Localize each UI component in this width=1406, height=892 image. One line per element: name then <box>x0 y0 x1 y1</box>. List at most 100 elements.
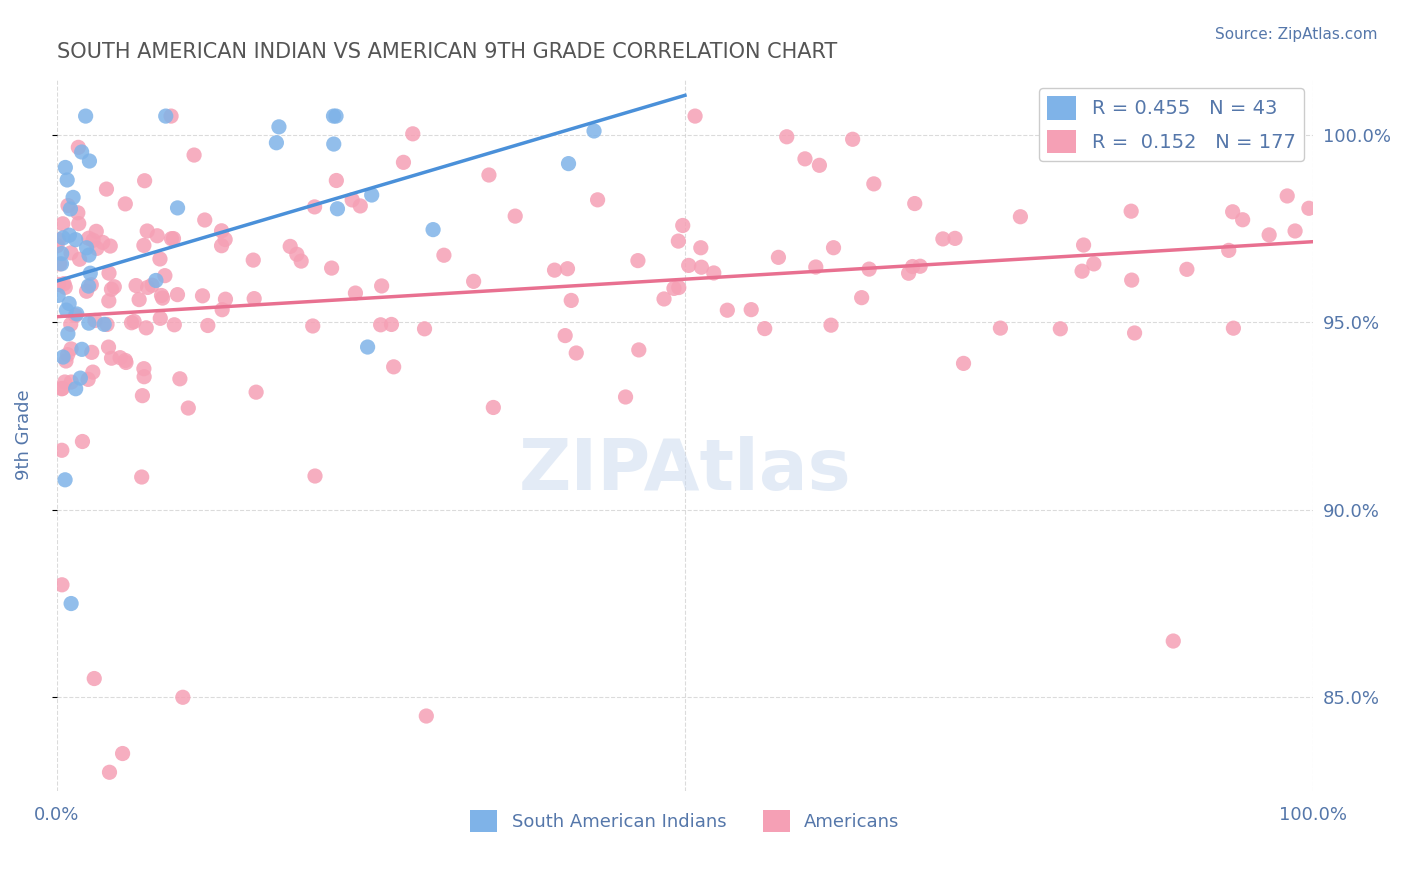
Americans <box>627 343 650 357</box>
Americans <box>1083 257 1105 271</box>
Americans <box>841 132 863 146</box>
South American Indians <box>145 273 167 287</box>
Americans <box>1071 264 1094 278</box>
Americans <box>163 318 186 332</box>
South American Indians <box>79 266 101 280</box>
Americans <box>304 200 326 214</box>
Americans <box>1049 322 1071 336</box>
Americans <box>740 302 762 317</box>
Americans <box>72 434 94 449</box>
South American Indians <box>77 316 100 330</box>
Americans <box>48 233 70 247</box>
Americans <box>908 259 931 273</box>
Americans <box>82 233 104 247</box>
Americans <box>932 232 955 246</box>
South American Indians <box>79 154 101 169</box>
Americans <box>703 266 725 280</box>
South American Indians <box>53 161 76 175</box>
Americans <box>98 765 121 780</box>
South American Indians <box>583 124 606 138</box>
Americans <box>160 232 183 246</box>
Americans <box>121 316 143 330</box>
Americans <box>503 209 526 223</box>
Americans <box>652 292 675 306</box>
Americans <box>990 321 1012 335</box>
Americans <box>683 109 706 123</box>
Americans <box>245 385 267 400</box>
Americans <box>51 381 73 395</box>
Americans <box>768 250 790 264</box>
Americans <box>53 277 76 291</box>
Americans <box>851 291 873 305</box>
Americans <box>689 241 711 255</box>
Americans <box>60 375 83 389</box>
Americans <box>76 284 98 298</box>
Americans <box>1010 210 1032 224</box>
Americans <box>560 293 582 308</box>
Americans <box>134 369 156 384</box>
Americans <box>211 302 233 317</box>
South American Indians <box>56 326 79 341</box>
Americans <box>134 174 156 188</box>
South American Indians <box>422 222 444 236</box>
South American Indians <box>166 201 188 215</box>
Americans <box>433 248 456 262</box>
Americans <box>565 346 588 360</box>
Americans <box>128 293 150 307</box>
South American Indians <box>75 109 97 123</box>
South American Indians <box>53 473 76 487</box>
Americans <box>97 293 120 308</box>
South American Indians <box>325 109 347 123</box>
Americans <box>1218 244 1240 258</box>
Americans <box>904 196 927 211</box>
South American Indians <box>70 343 93 357</box>
Americans <box>111 747 134 761</box>
South American Indians <box>322 109 344 123</box>
Americans <box>162 231 184 245</box>
South American Indians <box>59 202 82 216</box>
Americans <box>152 291 174 305</box>
Americans <box>1282 109 1305 123</box>
South American Indians <box>322 136 344 151</box>
Americans <box>51 578 73 592</box>
South American Indians <box>51 257 73 271</box>
Americans <box>1222 204 1244 219</box>
Americans <box>56 198 79 212</box>
South American Indians <box>360 188 382 202</box>
Americans <box>614 390 637 404</box>
Americans <box>84 313 107 327</box>
Americans <box>77 372 100 386</box>
Americans <box>48 257 70 271</box>
Americans <box>84 224 107 238</box>
Americans <box>754 321 776 335</box>
Americans <box>897 266 920 280</box>
Americans <box>66 206 89 220</box>
Americans <box>191 289 214 303</box>
South American Indians <box>76 241 98 255</box>
Americans <box>690 260 713 275</box>
Americans <box>100 282 122 296</box>
Americans <box>80 345 103 359</box>
Americans <box>662 281 685 295</box>
Americans <box>166 287 188 301</box>
Americans <box>211 238 233 252</box>
Americans <box>48 277 70 292</box>
Americans <box>1123 326 1146 340</box>
Americans <box>392 155 415 169</box>
Americans <box>214 292 236 306</box>
South American Indians <box>58 296 80 310</box>
Americans <box>197 318 219 333</box>
Americans <box>1073 238 1095 252</box>
Americans <box>67 217 90 231</box>
Americans <box>135 321 157 335</box>
Americans <box>125 278 148 293</box>
Americans <box>1284 224 1306 238</box>
South American Indians <box>93 318 115 332</box>
Americans <box>862 177 884 191</box>
Americans <box>278 239 301 253</box>
Americans <box>402 127 425 141</box>
South American Indians <box>69 371 91 385</box>
Americans <box>150 288 173 302</box>
Americans <box>59 318 82 332</box>
Americans <box>96 182 118 196</box>
